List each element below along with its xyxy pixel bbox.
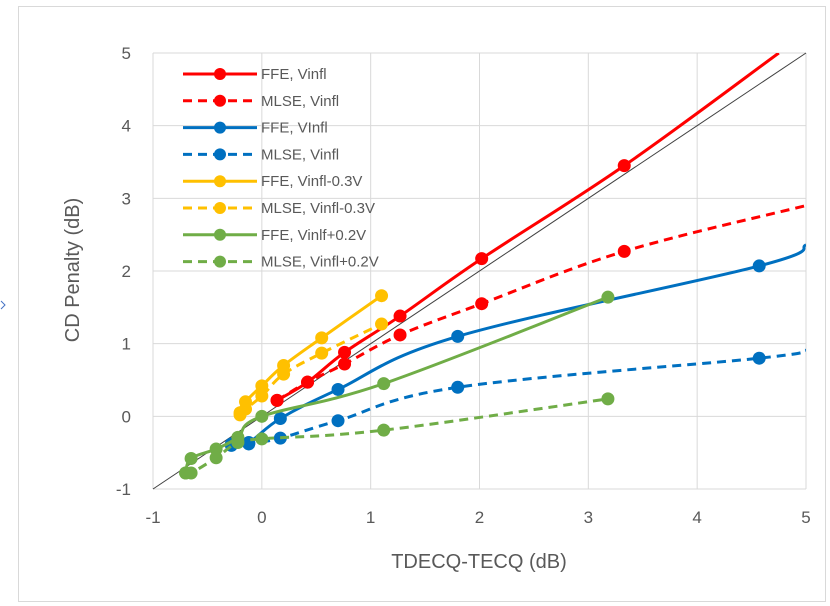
y-tick-label: 0 <box>122 407 131 426</box>
legend-swatch-marker <box>214 255 226 268</box>
legend-swatch-marker <box>214 228 226 241</box>
data-point <box>475 252 489 266</box>
legend: FFE, Vinfl MLSE, Vinfl FFE, VInfl MLSE, Vin… <box>183 66 379 271</box>
data-point <box>377 423 391 437</box>
data-point <box>601 290 615 304</box>
data-point <box>273 412 287 426</box>
series-3 <box>224 243 806 451</box>
data-point <box>617 244 631 258</box>
data-point <box>393 309 407 323</box>
legend-swatch-marker <box>214 148 226 161</box>
legend-swatch-marker <box>214 175 226 188</box>
data-point <box>331 382 345 396</box>
legend-label: FFE, Vinfl <box>261 66 327 83</box>
data-point <box>255 432 269 446</box>
data-point <box>315 331 329 345</box>
chevron-right-icon <box>0 300 6 310</box>
x-tick-label: 1 <box>366 508 375 527</box>
series-4 <box>224 348 806 452</box>
data-point <box>752 351 766 365</box>
data-point <box>277 367 291 381</box>
legend-swatch-marker <box>214 94 226 107</box>
data-point <box>184 466 198 480</box>
data-point <box>331 414 345 428</box>
legend-label: MLSE, Vinfl <box>261 93 339 110</box>
y-tick-label: -1 <box>116 480 131 499</box>
data-point <box>239 402 253 416</box>
series-line <box>231 243 806 447</box>
data-point <box>270 393 284 407</box>
legend-label: FFE, VInfl <box>261 120 328 137</box>
x-tick-label: 4 <box>692 508 701 527</box>
data-point <box>255 389 269 403</box>
data-point <box>375 317 389 331</box>
data-point <box>375 289 389 303</box>
series-8 <box>179 392 615 480</box>
legend-label: MLSE, Vinfl <box>261 146 339 163</box>
legend-swatch-marker <box>214 68 226 80</box>
x-axis-title: TDECQ-TECQ (dB) <box>391 551 567 573</box>
data-point <box>255 409 269 423</box>
data-point <box>255 379 269 393</box>
data-point <box>451 329 465 343</box>
data-point <box>184 451 198 465</box>
y-tick-label: 2 <box>122 262 131 281</box>
series-7 <box>179 290 615 480</box>
data-point <box>377 377 391 391</box>
x-tick-label: -1 <box>145 508 160 527</box>
data-point <box>617 159 631 173</box>
y-tick-label: 1 <box>122 335 131 354</box>
tick-labels: -1 0 1 2 3 4 5 -1 0 1 2 3 4 5 <box>116 44 811 527</box>
data-point <box>451 380 465 394</box>
data-point <box>338 357 352 371</box>
x-tick-label: 3 <box>584 508 593 527</box>
data-point <box>301 375 315 389</box>
series-line <box>276 204 806 402</box>
data-point <box>338 345 352 359</box>
legend-label: FFE, Vinlf+0.2V <box>261 227 366 244</box>
series-2 <box>270 204 806 407</box>
data-point <box>475 297 489 311</box>
x-tick-label: 0 <box>257 508 266 527</box>
y-tick-label: 5 <box>122 44 131 63</box>
series-line <box>276 53 780 402</box>
legend-swatch-marker <box>214 121 226 134</box>
data-point <box>393 328 407 342</box>
data-point <box>315 346 329 360</box>
data-point <box>601 392 615 406</box>
series-6 <box>233 317 389 422</box>
series-group <box>179 53 806 480</box>
legend-swatch-marker <box>214 202 226 214</box>
y-tick-label: 3 <box>122 189 131 208</box>
legend-label: FFE, Vinfl-0.3V <box>261 173 362 190</box>
data-point <box>231 435 245 449</box>
x-tick-label: 5 <box>801 508 810 527</box>
y-axis-title: CD Penalty (dB) <box>62 198 84 343</box>
y-tick-label: 4 <box>122 117 131 136</box>
x-tick-label: 2 <box>475 508 484 527</box>
legend-label: MLSE, Vinfl-0.3V <box>261 200 375 217</box>
legend-label: MLSE, Vinfl+0.2V <box>261 254 379 271</box>
data-point <box>209 451 223 465</box>
data-point <box>752 259 766 273</box>
